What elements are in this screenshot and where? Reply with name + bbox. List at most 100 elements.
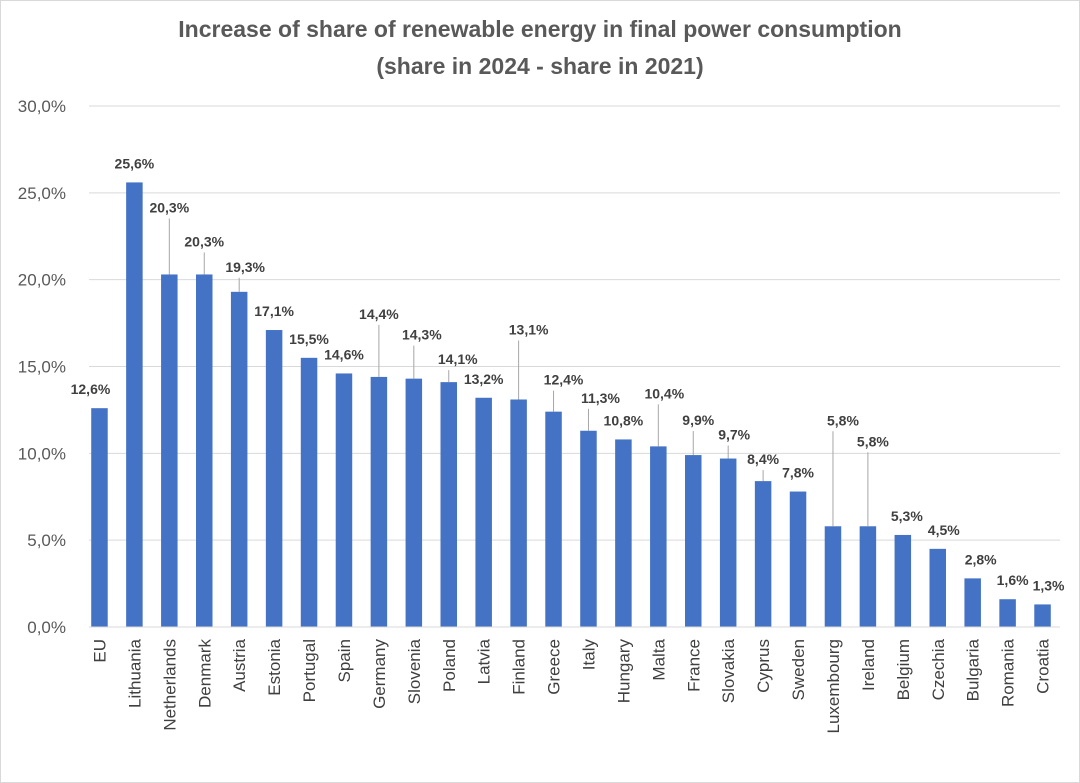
- data-label: 14,4%: [359, 306, 399, 322]
- chart-title: Increase of share of renewable energy in…: [178, 16, 902, 42]
- y-tick-label: 25,0%: [18, 184, 66, 203]
- y-axis: 0,0% 5,0% 10,0% 15,0% 20,0% 25,0% 30,0%: [18, 97, 66, 637]
- y-tick-label: 30,0%: [18, 97, 66, 116]
- bar-estonia: [265, 330, 283, 627]
- x-tick-label: Luxembourg: [824, 639, 843, 734]
- data-label: 14,3%: [402, 327, 442, 343]
- x-tick-label: Poland: [440, 639, 459, 692]
- y-tick-label: 5,0%: [27, 531, 66, 550]
- bar-poland: [440, 382, 457, 627]
- bar-sweden: [789, 491, 807, 627]
- bar-romania: [999, 599, 1016, 627]
- data-label: 12,6%: [71, 381, 111, 397]
- data-label: 20,3%: [184, 233, 224, 249]
- x-tick-label: Denmark: [195, 639, 214, 708]
- x-tick-label: Estonia: [265, 638, 284, 695]
- x-tick-label: France: [684, 639, 703, 692]
- x-tick-label: Latvia: [475, 638, 494, 684]
- x-tick-label: Netherlands: [160, 639, 179, 731]
- bar-cyprus: [754, 481, 772, 627]
- x-tick-label: EU: [90, 639, 109, 663]
- bar-slovenia: [405, 378, 423, 627]
- data-label: 17,1%: [254, 303, 294, 319]
- y-tick-label: 20,0%: [18, 271, 66, 290]
- data-label: 5,8%: [827, 412, 859, 428]
- data-label: 5,3%: [891, 508, 923, 524]
- x-tick-label: Austria: [230, 638, 249, 691]
- data-label: 1,3%: [1033, 577, 1065, 593]
- bar-italy: [580, 430, 597, 627]
- x-tick-label: Lithuania: [125, 638, 144, 708]
- x-tick-label: Ireland: [859, 639, 878, 691]
- x-tick-label: Spain: [335, 639, 354, 682]
- data-label: 14,6%: [324, 346, 364, 362]
- bar-croatia: [1034, 604, 1051, 627]
- data-label: 8,4%: [747, 451, 779, 467]
- bar-portugal: [300, 357, 318, 627]
- data-labels: 12,6%25,6%20,3%20,3%19,3%17,1%15,5%14,6%…: [71, 155, 1065, 593]
- x-tick-label: Sweden: [789, 639, 808, 700]
- bar-bulgaria: [964, 578, 981, 627]
- bar-netherlands: [161, 274, 178, 627]
- data-label: 19,3%: [225, 259, 265, 275]
- bar-ireland: [859, 526, 877, 627]
- bar-lithuania: [126, 182, 143, 627]
- x-tick-label: Romania: [999, 638, 1018, 707]
- data-label: 12,4%: [544, 372, 584, 388]
- data-label: 10,4%: [644, 385, 684, 401]
- x-tick-label: Bulgaria: [964, 638, 983, 701]
- data-label: 14,1%: [438, 351, 478, 367]
- bars: [91, 182, 1051, 627]
- data-label: 5,8%: [857, 433, 889, 449]
- chart-subtitle: (share in 2024 - share in 2021): [376, 53, 704, 79]
- data-label: 9,9%: [682, 412, 714, 428]
- bar-eu: [91, 408, 108, 627]
- data-label: 15,5%: [289, 331, 329, 347]
- bar-greece: [545, 411, 562, 627]
- data-label: 10,8%: [604, 412, 644, 428]
- bar-spain: [335, 373, 353, 627]
- x-tick-label: Cyprus: [754, 639, 773, 693]
- x-tick-label: Germany: [370, 639, 389, 709]
- bar-czechia: [929, 548, 946, 627]
- bar-belgium: [894, 534, 912, 627]
- bar-luxembourg: [824, 526, 842, 627]
- bar-austria: [230, 291, 248, 627]
- data-label: 13,2%: [464, 371, 504, 387]
- x-tick-label: Belgium: [894, 639, 913, 700]
- bar-latvia: [475, 397, 492, 627]
- bar-france: [685, 455, 702, 627]
- data-label: 25,6%: [115, 155, 155, 171]
- data-label: 4,5%: [928, 522, 960, 538]
- data-label: 13,1%: [509, 321, 549, 337]
- bar-malta: [650, 446, 667, 627]
- leader-lines: [168, 218, 869, 527]
- bar-germany: [370, 376, 388, 627]
- x-tick-label: Slovenia: [405, 638, 424, 704]
- data-label: 1,6%: [997, 572, 1029, 588]
- data-label: 11,3%: [581, 390, 620, 406]
- y-tick-label: 0,0%: [27, 618, 66, 637]
- y-tick-label: 10,0%: [18, 444, 66, 463]
- x-tick-label: Italy: [579, 639, 598, 671]
- x-tick-label: Malta: [649, 638, 668, 680]
- data-label: 7,8%: [782, 465, 814, 481]
- x-tick-label: Croatia: [1034, 638, 1053, 693]
- data-label: 2,8%: [965, 551, 997, 567]
- bar-hungary: [615, 439, 632, 627]
- bar-finland: [510, 399, 527, 627]
- x-tick-label: Finland: [510, 639, 529, 695]
- y-tick-label: 15,0%: [18, 358, 66, 377]
- x-tick-label: Slovakia: [719, 638, 738, 703]
- x-tick-label: Hungary: [614, 639, 633, 704]
- x-axis: EU Lithuania Netherlands Denmark Austria Esto…: [89, 626, 1060, 734]
- bar-slovakia: [719, 458, 737, 627]
- x-tick-label: Greece: [545, 639, 564, 695]
- x-tick-label: Czechia: [929, 638, 948, 700]
- data-label: 20,3%: [149, 199, 189, 215]
- x-tick-label: Portugal: [300, 639, 319, 702]
- data-label: 9,7%: [718, 427, 750, 443]
- bar-denmark: [196, 274, 213, 627]
